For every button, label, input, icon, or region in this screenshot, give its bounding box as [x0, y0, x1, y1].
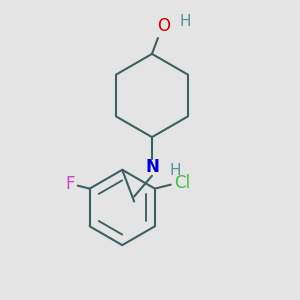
Text: O: O	[158, 17, 170, 35]
Text: F: F	[65, 175, 75, 193]
Text: H: H	[180, 14, 191, 29]
Text: N: N	[145, 158, 159, 176]
Text: H: H	[169, 163, 181, 178]
Text: Cl: Cl	[175, 174, 191, 192]
